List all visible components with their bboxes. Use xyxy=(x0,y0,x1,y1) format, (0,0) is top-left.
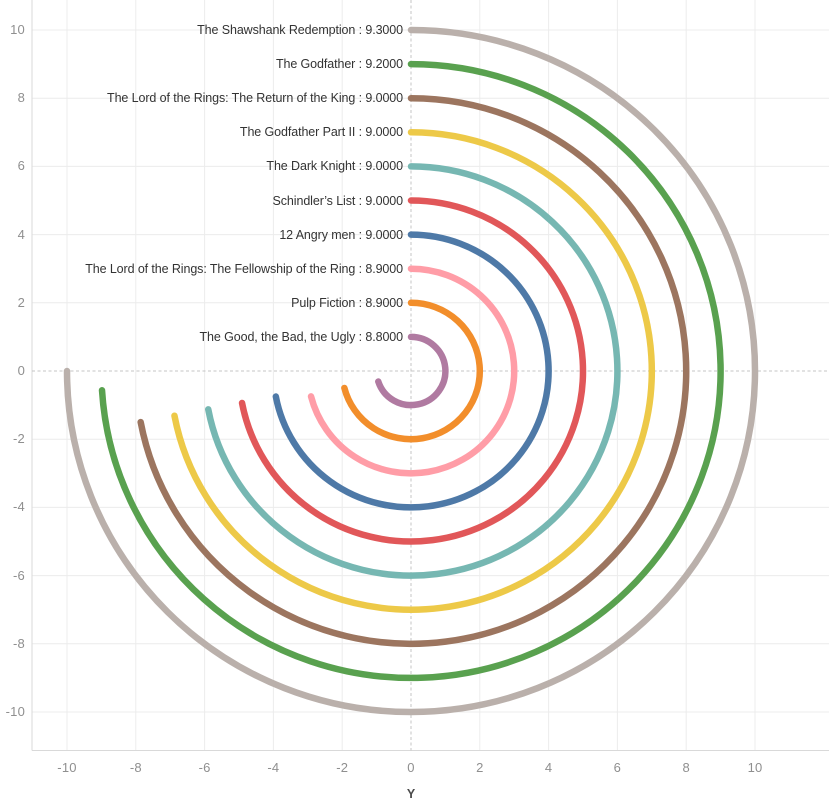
y-tick-label: 0 xyxy=(17,363,25,378)
movie-arc[interactable] xyxy=(205,163,621,579)
y-tick-label: 2 xyxy=(17,294,25,310)
movie-arc[interactable] xyxy=(238,197,587,545)
x-tick-label: 8 xyxy=(682,760,690,775)
movie-arc[interactable] xyxy=(137,94,690,648)
x-tick-label: 6 xyxy=(613,760,622,775)
mark-label: Pulp Fiction : 8.9000 xyxy=(291,295,403,310)
mark-label: The Godfather Part II : 9.0000 xyxy=(239,125,403,140)
x-tick-label: 2 xyxy=(476,760,484,775)
x-tick-label: 10 xyxy=(747,760,763,775)
y-tick-label: 6 xyxy=(17,158,25,174)
y-tick-label: -6 xyxy=(13,567,25,583)
x-tick-label: -10 xyxy=(57,760,77,775)
x-tick-label: -2 xyxy=(336,760,349,775)
movie-arc[interactable] xyxy=(341,299,484,443)
y-tick-label: 8 xyxy=(17,90,25,106)
x-tick-label: -8 xyxy=(129,760,142,775)
y-tick-label: 10 xyxy=(10,22,25,37)
mark-label: The Shawshank Redemption : 9.3000 xyxy=(197,23,403,37)
mark-label: Schindler’s List : 9.0000 xyxy=(272,193,404,208)
x-tick-label: 4 xyxy=(544,760,553,775)
y-tick-label: 4 xyxy=(17,226,25,242)
mark-label: The Lord of the Rings: The Return of the… xyxy=(107,91,403,106)
x-tick-label: -6 xyxy=(198,760,211,775)
y-tick-label: -8 xyxy=(13,635,25,651)
mark-label: The Good, the Bad, the Ugly : 8.8000 xyxy=(199,329,404,344)
mark-label: The Godfather : 9.2000 xyxy=(275,57,403,72)
movie-arc[interactable] xyxy=(63,26,759,716)
y-tick-label: -2 xyxy=(13,431,25,447)
movie-arc[interactable] xyxy=(272,231,552,511)
mark-label: The Lord of the Rings: The Fellowship of… xyxy=(85,261,403,276)
mark-label: 12 Angry men : 9.0000 xyxy=(279,227,403,242)
x-axis-title: Y xyxy=(406,787,416,801)
x-tick-label: 0 xyxy=(407,760,415,775)
movie-arc[interactable] xyxy=(375,333,449,409)
movie-arc[interactable] xyxy=(98,60,724,682)
y-tick-label: -10 xyxy=(5,704,25,719)
mark-label: The Dark Knight : 9.0000 xyxy=(266,159,403,174)
movie-arc[interactable] xyxy=(307,265,518,477)
y-tick-label: -4 xyxy=(13,499,25,515)
movie-arc[interactable] xyxy=(171,129,655,613)
x-tick-label: -4 xyxy=(267,760,280,775)
